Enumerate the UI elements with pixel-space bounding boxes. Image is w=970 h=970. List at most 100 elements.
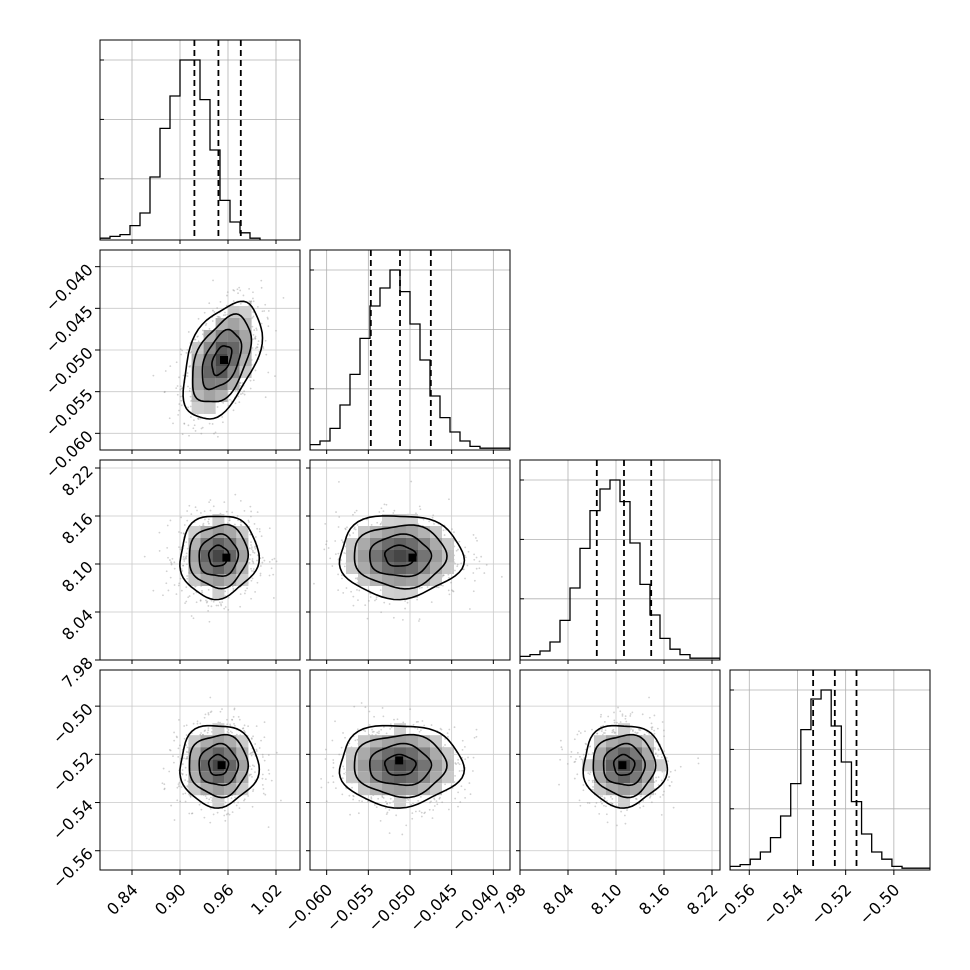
- scatter-point: [386, 802, 388, 805]
- y-tick-label: 8.04: [58, 605, 97, 644]
- scatter-point: [635, 732, 638, 735]
- scatter-point: [186, 575, 189, 577]
- scatter-point: [263, 736, 266, 739]
- density-cell: [212, 538, 225, 550]
- scatter-point: [197, 340, 200, 343]
- scatter-point: [331, 739, 334, 742]
- scatter-point: [426, 586, 429, 588]
- density-cell: [227, 342, 240, 354]
- scatter-point: [239, 384, 242, 387]
- scatter-point: [574, 760, 577, 763]
- scatter-point: [625, 720, 628, 723]
- density-cell: [418, 783, 430, 796]
- scatter-point: [295, 511, 297, 513]
- density-cell: [606, 747, 618, 760]
- scatter-point: [207, 520, 210, 523]
- scatter-point: [670, 781, 673, 783]
- scatter-point: [372, 730, 375, 733]
- density-cell: [594, 735, 606, 748]
- scatter-point: [382, 715, 385, 718]
- contour-line: [211, 345, 233, 377]
- scatter-point: [582, 789, 585, 792]
- scatter-point: [226, 294, 228, 297]
- scatter-point: [201, 461, 203, 463]
- scatter-point: [180, 589, 183, 592]
- scatter-point: [334, 720, 336, 723]
- scatter-point: [464, 796, 467, 799]
- density-cell: [406, 783, 418, 796]
- scatter-point: [320, 786, 323, 789]
- y-tick-label: −0.50: [49, 699, 97, 747]
- scatter-point: [207, 610, 210, 612]
- scatter-point: [185, 773, 188, 776]
- scatter-point: [422, 518, 425, 521]
- scatter-point: [250, 300, 253, 303]
- scatter-point: [654, 793, 657, 795]
- scatter-point: [180, 387, 183, 390]
- scatter-panel-3-4: [520, 670, 720, 870]
- scatter-point: [212, 279, 214, 282]
- scatter-point: [669, 770, 672, 773]
- scatter-point: [263, 759, 266, 762]
- scatter-point: [653, 729, 656, 732]
- scatter-point: [665, 756, 668, 759]
- scatter-point: [389, 728, 392, 730]
- mode-marker: [217, 761, 226, 770]
- scatter-point: [483, 572, 486, 574]
- scatter-point: [610, 796, 612, 798]
- scatter-point: [256, 559, 258, 562]
- scatter-point: [602, 724, 605, 727]
- density-cell: [618, 771, 630, 784]
- contour-line: [179, 724, 261, 809]
- scatter-point: [176, 455, 178, 457]
- density-cell: [358, 526, 370, 538]
- scatter-point: [177, 785, 180, 788]
- density-cell: [594, 747, 606, 760]
- scatter-point: [467, 550, 470, 553]
- scatter-point: [624, 717, 627, 720]
- scatter-point: [239, 289, 242, 292]
- density-cell: [224, 538, 237, 550]
- scatter-point: [624, 822, 627, 825]
- scatter-point: [226, 291, 229, 294]
- scatter-point: [230, 797, 233, 800]
- scatter-point: [254, 336, 256, 339]
- scatter-point: [654, 753, 657, 756]
- scatter-point: [584, 742, 587, 745]
- scatter-point: [189, 796, 192, 798]
- scatter-point: [199, 599, 202, 602]
- density-cell: [406, 538, 418, 550]
- scatter-point: [464, 556, 467, 559]
- scatter-point: [642, 805, 645, 808]
- scatter-point: [650, 728, 653, 731]
- scatter-point: [211, 320, 214, 322]
- scatter-point: [368, 710, 371, 713]
- density-cell: [358, 550, 370, 562]
- scatter-point: [204, 713, 207, 716]
- scatter-point: [478, 567, 481, 570]
- density-cell: [215, 318, 228, 330]
- scatter-point: [262, 788, 265, 790]
- scatter-point: [651, 726, 654, 729]
- scatter-point: [263, 559, 266, 562]
- scatter-point: [429, 801, 431, 804]
- scatter-point: [178, 781, 181, 784]
- scatter-point: [260, 279, 263, 282]
- scatter-point: [378, 730, 380, 733]
- scatter-point: [182, 564, 185, 567]
- scatter-point: [214, 431, 217, 434]
- scatter-point: [190, 615, 193, 617]
- scatter-point: [164, 370, 167, 372]
- scatter-point: [416, 598, 419, 601]
- scatter-point: [221, 601, 224, 604]
- scatter-point: [200, 808, 203, 811]
- scatter-point: [348, 794, 351, 797]
- scatter-point: [188, 365, 191, 368]
- scatter-point: [441, 575, 444, 578]
- scatter-point: [162, 767, 165, 770]
- scatter-point: [478, 560, 481, 563]
- contour-line: [338, 724, 466, 809]
- scatter-point: [201, 524, 204, 527]
- scatter-point: [619, 710, 622, 713]
- scatter-point: [166, 524, 169, 527]
